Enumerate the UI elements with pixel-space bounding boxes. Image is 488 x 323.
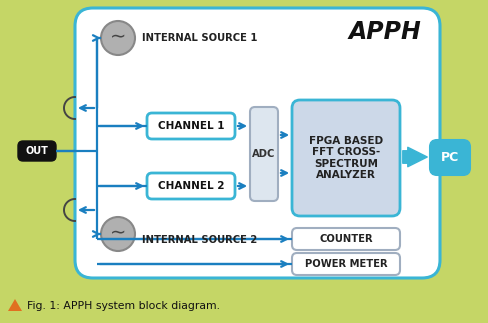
FancyBboxPatch shape: [292, 253, 400, 275]
FancyBboxPatch shape: [147, 173, 235, 199]
Text: CHANNEL 1: CHANNEL 1: [158, 121, 224, 131]
Polygon shape: [8, 299, 22, 311]
FancyBboxPatch shape: [292, 228, 400, 250]
FancyBboxPatch shape: [75, 8, 440, 278]
Text: ∼: ∼: [110, 27, 126, 47]
Text: INTERNAL SOURCE 2: INTERNAL SOURCE 2: [142, 235, 257, 245]
FancyBboxPatch shape: [292, 100, 400, 216]
Text: APPH: APPH: [348, 20, 421, 44]
Text: FPGA BASED
FFT CROSS-
SPECTRUM
ANALYZER: FPGA BASED FFT CROSS- SPECTRUM ANALYZER: [309, 136, 383, 181]
FancyBboxPatch shape: [18, 141, 56, 161]
Text: Fig. 1: APPH system block diagram.: Fig. 1: APPH system block diagram.: [27, 301, 220, 311]
Circle shape: [101, 21, 135, 55]
Circle shape: [101, 217, 135, 251]
Text: ∼: ∼: [110, 224, 126, 243]
Text: OUT: OUT: [25, 146, 48, 156]
Text: PC: PC: [441, 151, 459, 163]
Text: INTERNAL SOURCE 1: INTERNAL SOURCE 1: [142, 33, 258, 43]
Text: POWER METER: POWER METER: [305, 259, 387, 269]
FancyBboxPatch shape: [147, 113, 235, 139]
Text: ADC: ADC: [252, 149, 276, 159]
FancyBboxPatch shape: [250, 107, 278, 201]
FancyBboxPatch shape: [430, 140, 470, 175]
FancyArrowPatch shape: [403, 147, 427, 167]
Text: CHANNEL 2: CHANNEL 2: [158, 181, 224, 191]
Text: COUNTER: COUNTER: [319, 234, 373, 244]
